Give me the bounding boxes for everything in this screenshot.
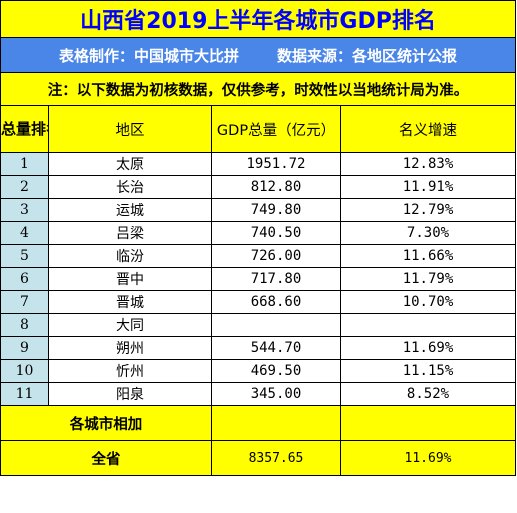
header-row: 总量排名 地区 GDP总量（亿元） 名义增速	[0, 105, 516, 153]
cell-rank: 10	[0, 359, 49, 383]
cell-growth: 11.91%	[340, 175, 516, 199]
cell-growth: 12.83%	[340, 152, 516, 176]
table-row: 4 吕梁 740.50 7.30%	[0, 221, 516, 245]
cell-growth: 8.52%	[340, 382, 516, 406]
total-label: 全省	[0, 440, 212, 476]
table-row: 8 大同	[0, 313, 516, 337]
cell-region: 临汾	[48, 244, 212, 268]
cell-region: 大同	[48, 313, 212, 337]
gdp-ranking-table: 山西省2019上半年各城市GDP排名 表格制作：中国城市大比拼 数据来源：各地区统…	[0, 0, 516, 476]
header-gdp: GDP总量（亿元）	[211, 105, 341, 153]
cell-gdp: 740.50	[211, 221, 341, 245]
cell-rank: 1	[0, 152, 49, 176]
sum-label: 各城市相加	[0, 405, 212, 441]
table-row: 10 忻州 469.50 11.15%	[0, 359, 516, 383]
table-row: 6 晋中 717.80 11.79%	[0, 267, 516, 291]
cell-gdp: 668.60	[211, 290, 341, 314]
table-row: 7 晋城 668.60 10.70%	[0, 290, 516, 314]
cell-gdp: 726.00	[211, 244, 341, 268]
cell-gdp: 544.70	[211, 336, 341, 360]
cell-gdp: 812.80	[211, 175, 341, 199]
table-row: 9 朔州 544.70 11.69%	[0, 336, 516, 360]
cell-rank: 3	[0, 198, 49, 222]
cell-growth: 10.70%	[340, 290, 516, 314]
sum-gdp	[211, 405, 341, 441]
cell-rank: 9	[0, 336, 49, 360]
table-title: 山西省2019上半年各城市GDP排名	[0, 0, 516, 38]
cell-gdp: 1951.72	[211, 152, 341, 176]
cell-growth: 11.66%	[340, 244, 516, 268]
header-growth: 名义增速	[340, 105, 516, 153]
cell-gdp: 749.80	[211, 198, 341, 222]
cell-gdp	[211, 313, 341, 337]
cell-gdp: 345.00	[211, 382, 341, 406]
cell-region: 晋城	[48, 290, 212, 314]
cell-growth: 12.79%	[340, 198, 516, 222]
cell-rank: 2	[0, 175, 49, 199]
cell-region: 长治	[48, 175, 212, 199]
sum-row: 各城市相加	[0, 405, 516, 441]
cell-rank: 11	[0, 382, 49, 406]
cell-gdp: 469.50	[211, 359, 341, 383]
cell-growth: 11.79%	[340, 267, 516, 291]
table-row: 5 临汾 726.00 11.66%	[0, 244, 516, 268]
table-row: 2 长治 812.80 11.91%	[0, 175, 516, 199]
data-source: 数据来源：各地区统计公报	[277, 46, 458, 65]
cell-region: 忻州	[48, 359, 212, 383]
total-growth: 11.69%	[340, 440, 516, 476]
cell-growth: 11.15%	[340, 359, 516, 383]
table-row: 11 阳泉 345.00 8.52%	[0, 382, 516, 406]
table-row: 3 运城 749.80 12.79%	[0, 198, 516, 222]
cell-region: 晋中	[48, 267, 212, 291]
cell-rank: 6	[0, 267, 49, 291]
header-rank: 总量排名	[0, 105, 49, 153]
cell-growth: 11.69%	[340, 336, 516, 360]
header-region: 地区	[48, 105, 212, 153]
cell-rank: 7	[0, 290, 49, 314]
total-gdp: 8357.65	[211, 440, 341, 476]
cell-gdp: 717.80	[211, 267, 341, 291]
table-maker: 表格制作：中国城市大比拼	[58, 46, 239, 65]
cell-region: 吕梁	[48, 221, 212, 245]
cell-rank: 4	[0, 221, 49, 245]
credit-bar: 表格制作：中国城市大比拼 数据来源：各地区统计公报	[0, 37, 516, 73]
total-row: 全省 8357.65 11.69%	[0, 440, 516, 476]
cell-region: 阳泉	[48, 382, 212, 406]
cell-rank: 8	[0, 313, 49, 337]
cell-rank: 5	[0, 244, 49, 268]
cell-region: 运城	[48, 198, 212, 222]
disclaimer-note: 注：以下数据为初核数据，仅供参考，时效性以当地统计局为准。	[0, 72, 516, 106]
cell-growth: 7.30%	[340, 221, 516, 245]
cell-region: 太原	[48, 152, 212, 176]
cell-region: 朔州	[48, 336, 212, 360]
table-row: 1 太原 1951.72 12.83%	[0, 152, 516, 176]
sum-growth	[340, 405, 516, 441]
cell-growth	[340, 313, 516, 337]
